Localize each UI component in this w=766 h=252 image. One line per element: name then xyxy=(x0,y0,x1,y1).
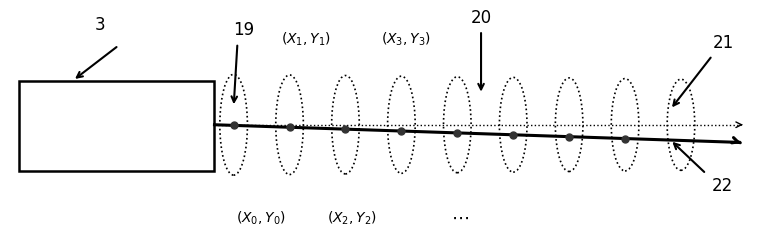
Text: 21: 21 xyxy=(713,34,735,52)
Text: 20: 20 xyxy=(470,9,492,27)
Text: 22: 22 xyxy=(712,177,733,196)
Bar xyxy=(19,81,214,171)
Text: 3: 3 xyxy=(94,16,105,34)
Text: $(X_0,Y_0)$: $(X_0,Y_0)$ xyxy=(235,209,286,227)
Text: $(X_3,Y_3)$: $(X_3,Y_3)$ xyxy=(381,30,431,48)
Text: $(X_2,Y_2)$: $(X_2,Y_2)$ xyxy=(327,209,378,227)
Text: 19: 19 xyxy=(233,21,254,39)
Text: $\cdots$: $\cdots$ xyxy=(450,209,469,227)
Text: $(X_1,Y_1)$: $(X_1,Y_1)$ xyxy=(281,30,332,48)
